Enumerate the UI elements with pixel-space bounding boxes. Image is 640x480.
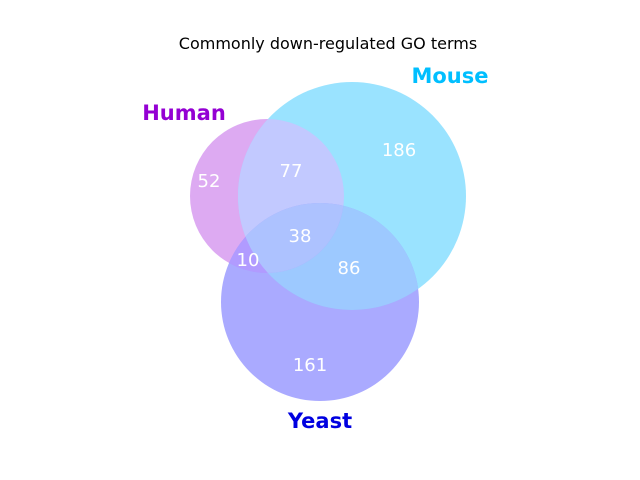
mouse-label: Mouse (411, 64, 488, 88)
diagram-title: Commonly down-regulated GO terms (179, 34, 477, 53)
all-three-overlap (238, 203, 344, 273)
set-labels: Human Mouse Yeast (142, 64, 488, 433)
region-counts: 52 186 161 77 10 86 38 (198, 140, 417, 376)
count-human-yeast: 10 (237, 250, 260, 271)
human-label: Human (142, 101, 226, 125)
count-yeast-only: 161 (293, 355, 327, 376)
count-human-only: 52 (198, 171, 221, 192)
yeast-label: Yeast (287, 409, 352, 433)
count-mouse-only: 186 (382, 140, 416, 161)
count-mouse-yeast: 86 (338, 258, 361, 279)
count-human-mouse: 77 (280, 161, 303, 182)
venn-circles (190, 82, 466, 401)
count-all-three: 38 (289, 226, 312, 247)
